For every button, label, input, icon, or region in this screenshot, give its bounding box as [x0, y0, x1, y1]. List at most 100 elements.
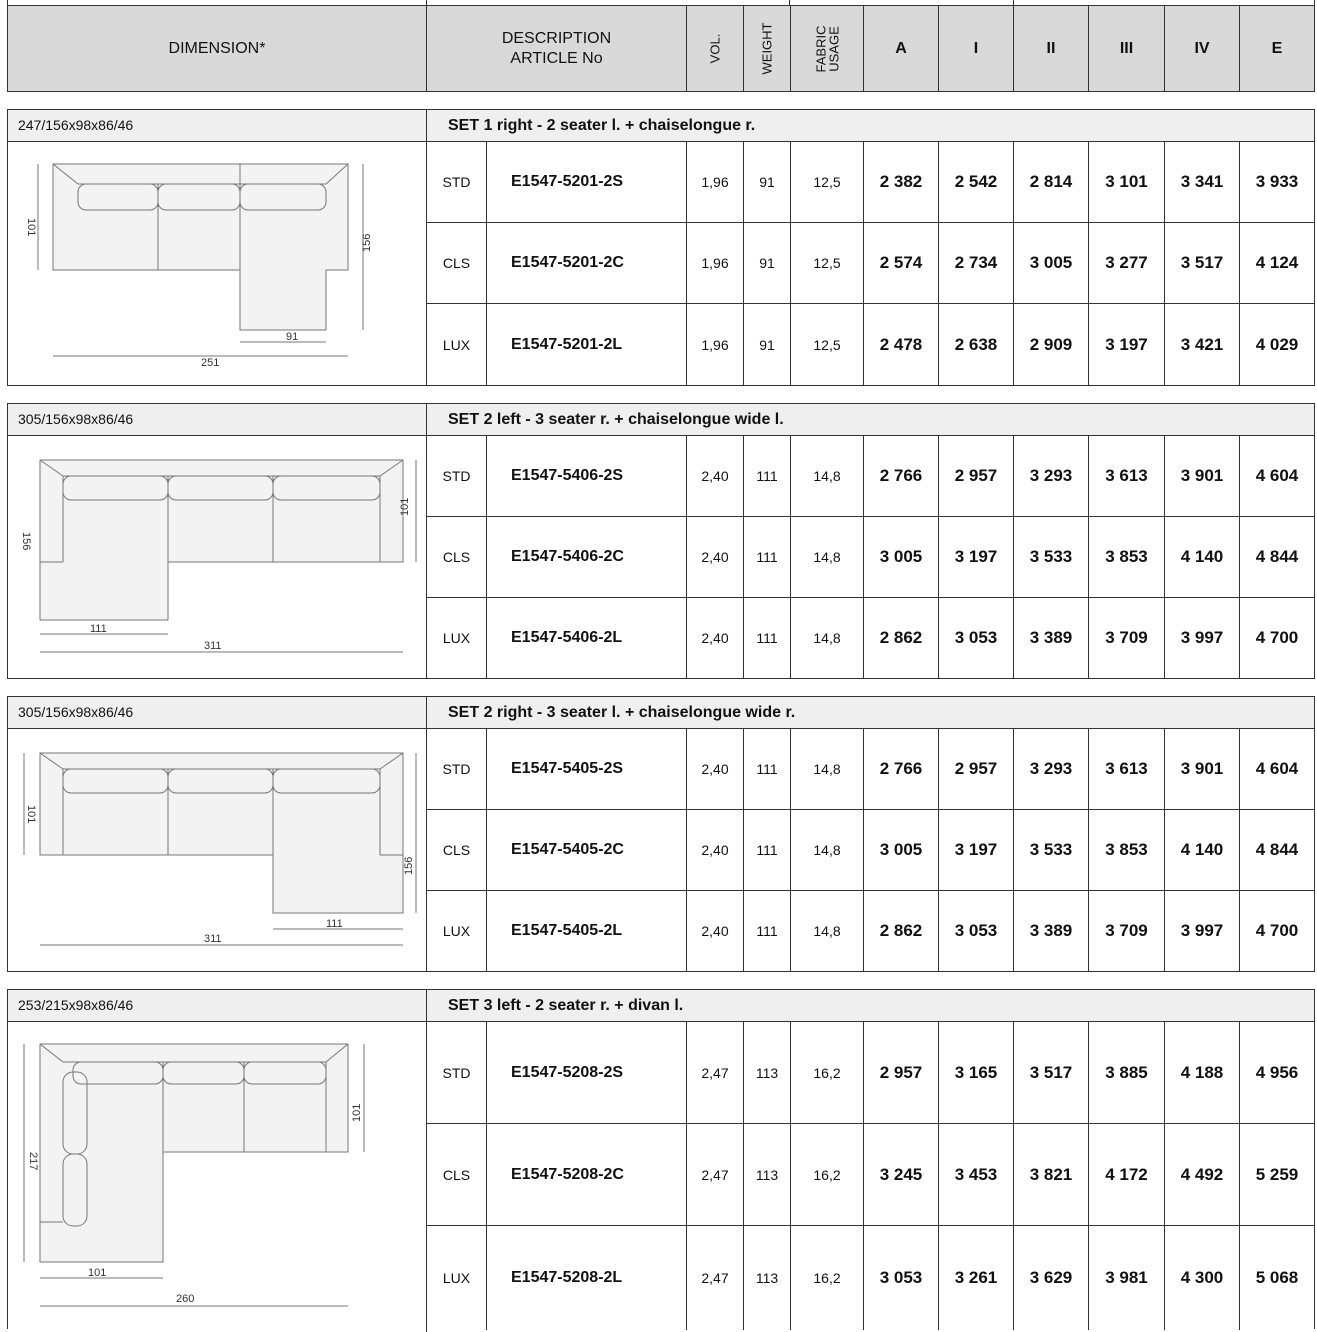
weight-value: 91: [744, 304, 791, 385]
drawing-label: 156: [361, 234, 373, 252]
table-row: LUX E1547-5208-2L 2,47 113 16,2 3 053 3 …: [427, 1226, 1314, 1330]
header-price-iii: III: [1089, 6, 1165, 91]
fabric-value: 14,8: [791, 729, 864, 809]
row-type: STD: [427, 142, 487, 222]
price-iv: 3 901: [1165, 436, 1240, 516]
drawing-label: 101: [88, 1267, 106, 1279]
set-header: 253/215x98x86/46 SET 3 left - 2 seater r…: [8, 990, 1314, 1022]
weight-value: 111: [744, 810, 791, 890]
price-a: 2 382: [864, 142, 939, 222]
article-number: E1547-5406-2L: [487, 598, 687, 678]
price-a: 2 862: [864, 891, 939, 971]
fabric-value: 16,2: [791, 1124, 864, 1225]
drawing-label: 111: [326, 918, 343, 930]
vol-value: 1,96: [687, 304, 744, 385]
row-type: CLS: [427, 223, 487, 303]
price-iv: 4 188: [1165, 1022, 1240, 1123]
article-number: E1547-5208-2S: [487, 1022, 687, 1123]
price-i: 3 261: [939, 1226, 1014, 1330]
table-row: STD E1547-5405-2S 2,40 111 14,8 2 766 2 …: [427, 729, 1314, 810]
set-title: SET 2 right - 3 seater l. + chaiselongue…: [448, 704, 796, 721]
article-number: E1547-5201-2C: [487, 223, 687, 303]
price-e: 3 933: [1255, 172, 1299, 191]
price-iv: 4 140: [1165, 517, 1240, 597]
article-number: E1547-5208-2C: [487, 1124, 687, 1225]
row-type: LUX: [427, 598, 487, 678]
price-a: 2 574: [864, 223, 939, 303]
weight-value: 111: [744, 729, 791, 809]
price-i: 3 053: [939, 598, 1014, 678]
fabric-value: 12,5: [791, 304, 864, 385]
price-iii: 3 613: [1089, 729, 1165, 809]
price-e: 4 029: [1255, 334, 1299, 354]
price-iv: 3 341: [1165, 142, 1240, 222]
price-ii: 2 909: [1014, 304, 1089, 385]
fabric-value: 14,8: [791, 436, 864, 516]
weight-value: 113: [744, 1022, 791, 1123]
price-e: 4 844: [1255, 840, 1299, 859]
fabric-value: 14,8: [791, 598, 864, 678]
price-ii: 3 533: [1014, 810, 1089, 890]
price-i: 2 957: [939, 436, 1014, 516]
weight-value: 111: [744, 598, 791, 678]
price-i: 2 638: [939, 304, 1014, 385]
header-price-a: A: [864, 6, 939, 91]
price-ii: 3 293: [1014, 436, 1089, 516]
price-iii: 3 709: [1089, 891, 1165, 971]
weight-value: 91: [744, 223, 791, 303]
vol-value: 2,47: [687, 1022, 744, 1123]
drawing-label: 111: [90, 623, 107, 635]
price-ii: 3 821: [1014, 1124, 1089, 1225]
set-header: 305/156x98x86/46 SET 2 left - 3 seater r…: [8, 404, 1314, 436]
drawing-label: 311: [204, 640, 222, 652]
weight-value: 113: [744, 1124, 791, 1225]
price-iii: 4 172: [1089, 1124, 1165, 1225]
price-iv: 3 901: [1165, 729, 1240, 809]
header-weight: WEIGHT: [744, 6, 791, 91]
row-type: LUX: [427, 304, 487, 385]
price-e: 4 844: [1255, 547, 1299, 566]
set-dimension: 305/156x98x86/46: [8, 697, 427, 728]
price-e: 5 259: [1255, 1164, 1299, 1184]
row-type: CLS: [427, 1124, 487, 1225]
vol-value: 2,47: [687, 1124, 744, 1225]
price-iv: 3 517: [1165, 223, 1240, 303]
weight-value: 113: [744, 1226, 791, 1330]
price-a: 3 245: [864, 1124, 939, 1225]
price-e: 5 068: [1255, 1268, 1299, 1287]
table-row: LUX E1547-5406-2L 2,40 111 14,8 2 862 3 …: [427, 598, 1314, 678]
set-header: 305/156x98x86/46 SET 2 right - 3 seater …: [8, 697, 1314, 729]
fabric-value: 16,2: [791, 1022, 864, 1123]
header-dimension: DIMENSION*: [8, 6, 427, 91]
set-title: SET 3 left - 2 seater r. + divan l.: [448, 997, 684, 1014]
fabric-value: 16,2: [791, 1226, 864, 1330]
header-vol: VOL.: [687, 6, 744, 91]
set-section: 305/156x98x86/46 SET 2 left - 3 seater r…: [7, 403, 1315, 679]
weight-value: 91: [744, 142, 791, 222]
price-i: 3 197: [939, 517, 1014, 597]
drawing-label: 91: [286, 331, 298, 343]
row-type: STD: [427, 1022, 487, 1123]
price-iv: 4 300: [1165, 1226, 1240, 1330]
drawing-label: 156: [20, 532, 32, 550]
price-i: 2 957: [939, 729, 1014, 809]
price-ii: 3 629: [1014, 1226, 1089, 1330]
price-e: 4 604: [1255, 759, 1299, 778]
table-row: CLS E1547-5405-2C 2,40 111 14,8 3 005 3 …: [427, 810, 1314, 891]
article-number: E1547-5208-2L: [487, 1226, 687, 1330]
fabric-value: 12,5: [791, 223, 864, 303]
price-iv: 4 492: [1165, 1124, 1240, 1225]
table-row: CLS E1547-5406-2C 2,40 111 14,8 3 005 3 …: [427, 517, 1314, 598]
price-ii: 2 814: [1014, 142, 1089, 222]
price-i: 3 053: [939, 891, 1014, 971]
table-row: STD E1547-5201-2S 1,96 91 12,5 2 382 2 5…: [427, 142, 1314, 223]
price-iii: 3 709: [1089, 598, 1165, 678]
vol-value: 1,96: [687, 142, 744, 222]
price-ii: 3 389: [1014, 891, 1089, 971]
price-a: 3 005: [864, 517, 939, 597]
drawing-label: 156: [403, 857, 415, 875]
price-iii: 3 853: [1089, 517, 1165, 597]
drawing-label: 260: [176, 1293, 194, 1305]
price-iii: 3 101: [1089, 142, 1165, 222]
set-title: SET 2 left - 3 seater r. + chaiselongue …: [448, 411, 784, 428]
